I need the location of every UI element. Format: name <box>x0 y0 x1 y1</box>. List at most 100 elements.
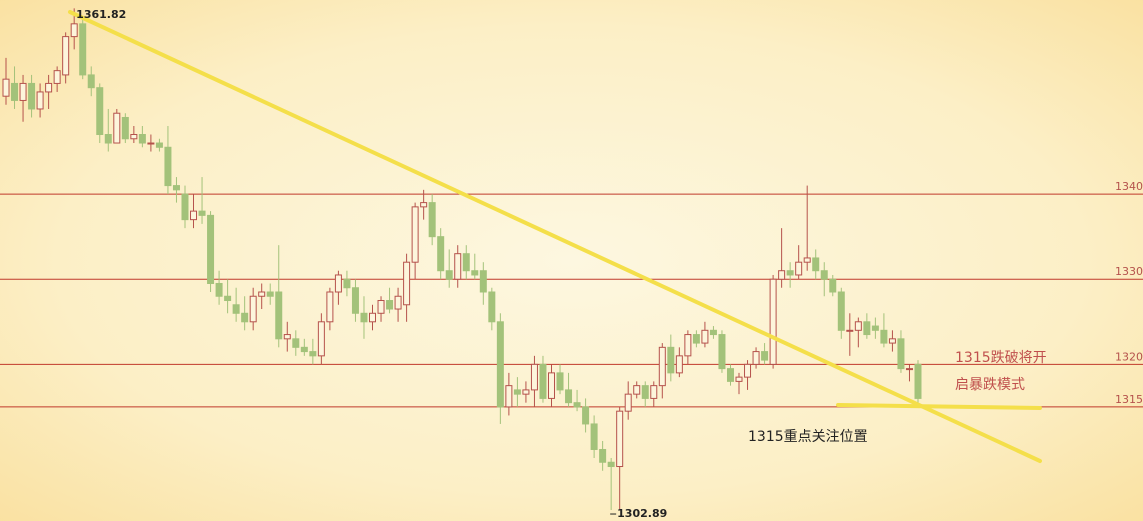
candle-body <box>513 389 521 395</box>
candle-body <box>36 91 44 110</box>
candle-body <box>573 402 581 408</box>
candle-body <box>317 321 325 357</box>
candle-body <box>607 461 615 468</box>
candle-body <box>351 287 359 314</box>
candle-body <box>854 321 862 331</box>
candle-body <box>888 338 896 344</box>
candle-body <box>496 321 504 408</box>
candle-body <box>411 206 419 263</box>
candle-body <box>735 376 743 382</box>
candle-body <box>599 448 607 463</box>
candle-body <box>113 112 121 144</box>
y-tick-label: 1320. <box>1115 350 1143 363</box>
candle-body <box>437 236 445 272</box>
candle-body <box>812 257 820 272</box>
candle-body <box>334 274 342 293</box>
candle-body <box>726 368 734 382</box>
candle-body <box>684 334 692 357</box>
candle-body <box>641 385 649 399</box>
candle-body <box>718 334 726 370</box>
candle-body <box>744 363 752 378</box>
candle-body <box>786 270 794 276</box>
candle-body <box>880 329 888 344</box>
candle-body <box>667 346 675 374</box>
candle-body <box>633 385 641 395</box>
candle-body <box>283 334 291 340</box>
candle-body <box>897 338 905 370</box>
y-tick-label: 1315. <box>1115 393 1143 406</box>
candle-body <box>488 291 496 323</box>
candle-body <box>11 82 19 101</box>
candle-body <box>582 406 590 425</box>
candle-body <box>616 410 624 468</box>
candle-body <box>547 372 555 399</box>
candle-body <box>522 389 530 395</box>
candle-body <box>360 312 368 323</box>
candle-body <box>462 253 470 272</box>
candle-body <box>53 70 61 84</box>
candle-body <box>386 300 394 310</box>
candle-body <box>403 261 411 306</box>
candle-body <box>829 278 837 293</box>
candle-body <box>155 142 163 148</box>
candle-body <box>207 214 215 284</box>
candle-body <box>803 257 811 263</box>
candle-body <box>420 202 428 208</box>
candle-body <box>761 351 769 361</box>
y-tick-label: 1330. <box>1115 265 1143 278</box>
candle-body <box>650 385 658 399</box>
candle-body <box>624 393 632 412</box>
candle-body <box>232 304 240 314</box>
candle-body <box>846 329 854 332</box>
candle-body <box>249 295 257 323</box>
candle-body <box>258 291 266 297</box>
candle-body <box>121 116 129 140</box>
candle-body <box>369 312 377 323</box>
candle-body <box>266 291 274 297</box>
y-tick-label: 1340. <box>1115 180 1143 193</box>
candle-body <box>215 282 223 297</box>
candle-body <box>19 82 27 101</box>
candle-body <box>795 261 803 276</box>
candle-body <box>769 278 777 365</box>
candle-body <box>445 270 453 280</box>
annotation: 1315跌破将开 <box>955 350 1047 366</box>
annotation: 1315重点关注位置 <box>748 429 868 445</box>
candle-body <box>292 338 300 348</box>
candle-body <box>871 325 879 331</box>
candle-body <box>79 23 87 76</box>
candle-body <box>863 321 871 336</box>
candle-body <box>471 270 479 276</box>
candle-body <box>428 202 436 238</box>
candle-body <box>87 74 95 89</box>
candle-body <box>96 87 104 136</box>
candle-body <box>181 193 189 221</box>
candle-body <box>164 146 172 187</box>
candle-body <box>556 372 564 391</box>
candle-body <box>104 134 112 144</box>
candle-body <box>905 368 913 371</box>
support-line <box>836 403 1042 410</box>
candle-body <box>130 134 138 140</box>
candle-body <box>70 23 78 38</box>
candle-body <box>147 142 155 145</box>
candle-body <box>692 334 700 344</box>
candle-body <box>241 312 249 323</box>
candle-body <box>701 329 709 344</box>
candle-body <box>45 82 53 93</box>
candle-body <box>62 36 70 76</box>
candle-body <box>505 385 513 408</box>
low-label: 1302.89 <box>617 507 667 520</box>
candle-body <box>377 300 385 314</box>
candle-body <box>190 210 198 221</box>
candle-body <box>709 329 717 336</box>
candle-body <box>309 351 317 357</box>
annotation: 启暴跌模式 <box>955 377 1025 393</box>
candle-body <box>539 363 547 399</box>
candle-body <box>837 291 845 331</box>
high-label: 1361.82 <box>76 8 126 21</box>
trend-line <box>68 10 1042 463</box>
candle-body <box>454 253 462 280</box>
candle-body <box>138 134 146 144</box>
